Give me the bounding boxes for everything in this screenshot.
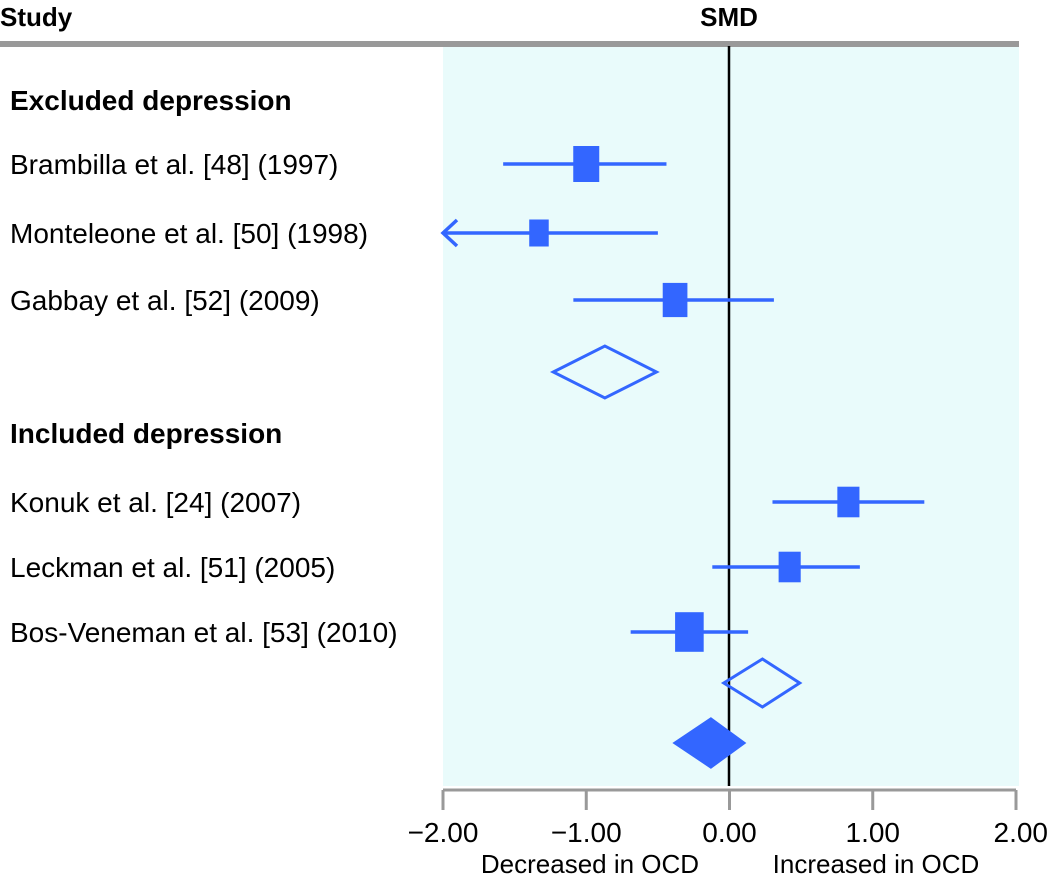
study-row: Leckman et al. [51] (2005)	[10, 551, 860, 583]
x-tick-label: 2.00	[994, 817, 1049, 848]
effect-size-square	[573, 146, 600, 182]
study-row: Brambilla et al. [48] (1997)	[10, 146, 667, 182]
study-row: Monteleone et al. [50] (1998)	[10, 218, 658, 249]
study-column-header: Study	[0, 2, 73, 32]
study-label: Gabbay et al. [52] (2009)	[10, 285, 320, 316]
x-tick-label: 1.00	[846, 817, 901, 848]
increased-direction-label: Increased in OCD	[773, 849, 980, 879]
effect-size-square	[778, 551, 801, 583]
study-label: Leckman et al. [51] (2005)	[10, 552, 335, 583]
effect-size-square	[529, 219, 549, 247]
study-label: Monteleone et al. [50] (1998)	[10, 218, 368, 249]
overall-diamond	[672, 717, 747, 769]
study-label: Konuk et al. [24] (2007)	[10, 487, 301, 518]
group-heading-included-depression: Included depression	[10, 418, 282, 449]
plot-marks: Brambilla et al. [48] (1997) Monteleone e…	[10, 146, 925, 769]
study-label: Brambilla et al. [48] (1997)	[10, 149, 338, 180]
plot-panel	[443, 46, 1019, 786]
effect-size-square	[837, 486, 860, 518]
decreased-direction-label: Decreased in OCD	[481, 849, 699, 879]
x-tick-label: −1.00	[551, 817, 622, 848]
effect-size-square	[662, 282, 688, 318]
x-axis: −2.00 −1.00 0.00 1.00 2.00	[408, 788, 1049, 848]
subtotal-diamond	[549, 344, 660, 400]
effect-size-square	[675, 612, 704, 652]
study-row: Bos-Veneman et al. [53] (2010)	[10, 612, 749, 652]
study-row: Gabbay et al. [52] (2009)	[10, 282, 774, 318]
group-heading-excluded-depression: Excluded depression	[10, 85, 292, 116]
x-tick-label: −2.00	[408, 817, 479, 848]
smd-column-header: SMD	[700, 2, 758, 32]
study-row: Konuk et al. [24] (2007)	[10, 486, 925, 518]
truncation-arrow-icon	[440, 218, 459, 248]
x-tick-label: 0.00	[702, 817, 757, 848]
study-label: Bos-Veneman et al. [53] (2010)	[10, 617, 398, 648]
subtotal-diamond	[720, 657, 803, 709]
